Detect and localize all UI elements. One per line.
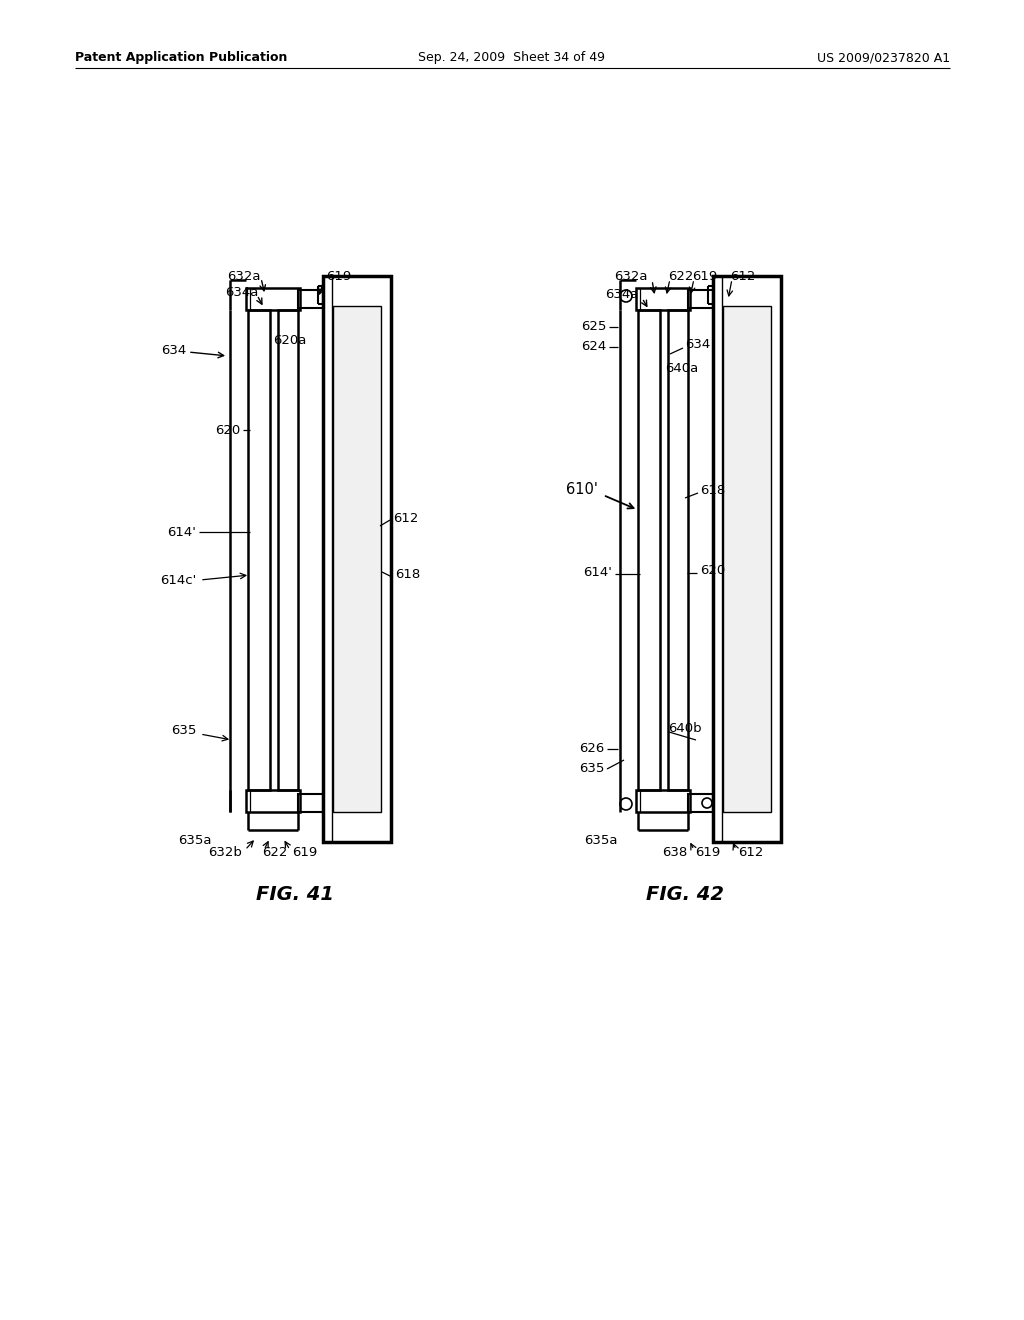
Text: 612: 612 <box>738 846 763 859</box>
Text: FIG. 41: FIG. 41 <box>256 886 334 904</box>
Text: 619: 619 <box>292 846 317 859</box>
FancyBboxPatch shape <box>333 306 381 812</box>
Text: 624: 624 <box>581 339 606 352</box>
Text: 634: 634 <box>685 338 711 351</box>
Text: 614': 614' <box>583 565 612 578</box>
Text: 625: 625 <box>581 319 606 333</box>
Text: 622: 622 <box>668 269 693 282</box>
Text: 612: 612 <box>393 511 419 524</box>
Text: 626: 626 <box>579 742 604 755</box>
Text: 619: 619 <box>695 846 720 859</box>
Text: 632b: 632b <box>208 846 242 859</box>
Text: Sep. 24, 2009  Sheet 34 of 49: Sep. 24, 2009 Sheet 34 of 49 <box>419 51 605 65</box>
Text: 618: 618 <box>395 569 420 582</box>
Text: 634a: 634a <box>224 286 258 300</box>
Text: 618: 618 <box>700 483 725 496</box>
Text: 635: 635 <box>579 762 604 775</box>
FancyBboxPatch shape <box>723 306 771 812</box>
Text: 635a: 635a <box>178 833 212 846</box>
Text: 635a: 635a <box>585 833 618 846</box>
Text: 638: 638 <box>662 846 687 859</box>
Text: 634a: 634a <box>604 288 638 301</box>
Text: Patent Application Publication: Patent Application Publication <box>75 51 288 65</box>
Text: 635: 635 <box>171 723 196 737</box>
Text: 614': 614' <box>167 525 196 539</box>
Text: 620: 620 <box>700 564 725 577</box>
Text: 620a: 620a <box>273 334 306 346</box>
Text: 632a: 632a <box>614 269 648 282</box>
Text: 640a: 640a <box>665 362 698 375</box>
Text: FIG. 42: FIG. 42 <box>646 886 724 904</box>
Text: 634: 634 <box>161 343 186 356</box>
Text: 610': 610' <box>566 483 598 498</box>
Text: 620: 620 <box>215 424 240 437</box>
Text: 612: 612 <box>730 269 756 282</box>
Text: 640b: 640b <box>668 722 701 734</box>
Text: US 2009/0237820 A1: US 2009/0237820 A1 <box>817 51 950 65</box>
Text: 622: 622 <box>262 846 288 859</box>
Text: 614c': 614c' <box>160 573 196 586</box>
Text: 619: 619 <box>692 269 717 282</box>
Text: 632a: 632a <box>227 269 261 282</box>
Text: 619: 619 <box>326 269 351 282</box>
